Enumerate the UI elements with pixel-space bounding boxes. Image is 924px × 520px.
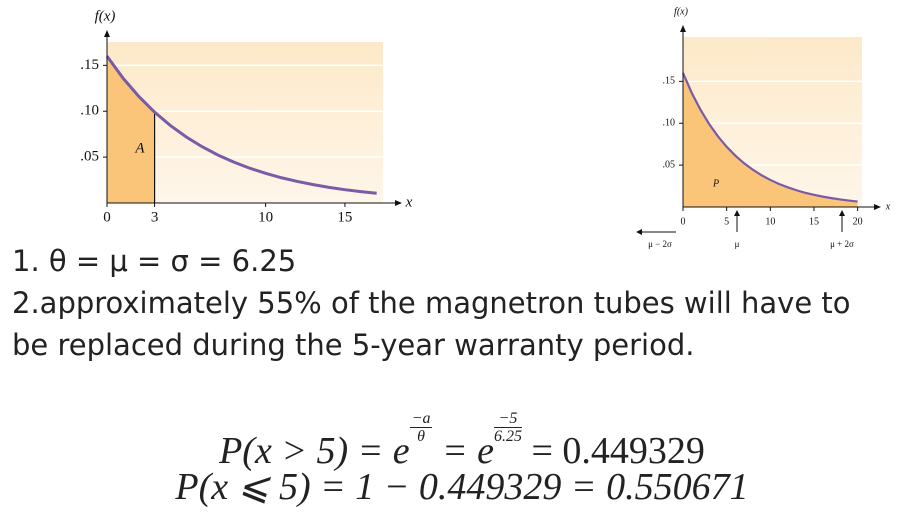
arrow [874, 204, 881, 210]
answer-line: 2.approximately 55% of the magnetron tub… [12, 286, 851, 320]
equation: P(x ⩽ 5) = 1 − 0.449329 = 0.550671 [175, 466, 749, 508]
x-tick-label: 0 [681, 216, 686, 227]
shaded-region [107, 56, 155, 204]
figures: f(x) x A .15 .10 .05 0 3 10 15 f(x) x P .15 .10 .05 0 5 10… [80, 6, 891, 249]
y-tick-label: .15 [80, 57, 99, 73]
x-tick-label: 10 [258, 209, 273, 225]
x-tick-label: 15 [809, 216, 819, 227]
arrow [104, 30, 110, 37]
den: θ [417, 428, 425, 445]
eq-part: P(x > 5) = e [219, 430, 410, 472]
y-tick-label: .10 [80, 103, 99, 119]
y-tick-label: .05 [663, 159, 676, 170]
marker-label: μ + 2σ [830, 239, 854, 249]
answer-line: 1. θ = μ = σ = 6.25 [12, 244, 297, 278]
marker-label: μ [735, 239, 740, 249]
arrow [734, 210, 740, 216]
x-tick-label: 5 [724, 216, 729, 227]
den: 6.25 [493, 428, 522, 445]
num: −5 [493, 410, 522, 428]
y-axis-label: f(x) [674, 6, 689, 17]
exponent: −a θ [409, 410, 433, 445]
answer-line: be replaced during the 5-year warranty p… [12, 328, 695, 362]
x-tick-label: 10 [765, 216, 775, 227]
num: −a [409, 410, 433, 428]
region-label: P [712, 178, 719, 189]
x-axis-label: x [885, 201, 891, 212]
density-curve [681, 72, 858, 203]
y-tick-label: .05 [80, 149, 99, 165]
x-axis-label: x [405, 194, 413, 210]
x-tick-label: 3 [151, 209, 159, 225]
x-tick-label: 15 [337, 209, 352, 225]
exponent: −5 6.25 [493, 410, 522, 445]
density-curve [105, 55, 377, 195]
y-tick-label: .10 [663, 118, 676, 129]
eq-part: = 0.449329 [531, 430, 705, 472]
equation: P(x > 5) = e −a θ = e −5 6.25 = 0.449329 [0, 410, 924, 473]
region-label: A [134, 140, 145, 156]
eq-part: = e [441, 430, 494, 472]
y-tick-label: .15 [663, 76, 676, 87]
arrow [395, 200, 402, 206]
arrow [680, 25, 686, 32]
y-axis-label: f(x) [95, 8, 116, 24]
arrow [636, 229, 642, 235]
shaded-region [683, 72, 858, 208]
arrow [839, 210, 845, 216]
marker-label: μ − 2σ [648, 239, 672, 249]
x-tick-label: 20 [853, 216, 863, 227]
x-tick-label: 0 [103, 209, 111, 225]
